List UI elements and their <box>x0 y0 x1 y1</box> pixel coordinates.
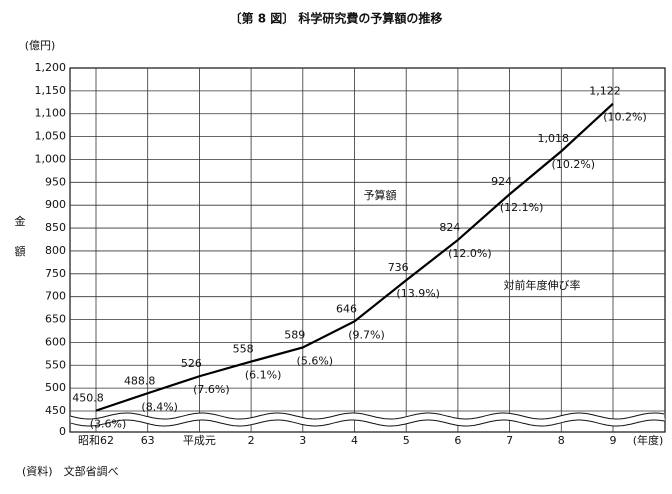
value-label: 924 <box>491 175 512 188</box>
growth-label: (3.6%) <box>90 418 127 431</box>
y-unit: (億円) <box>25 39 56 52</box>
y-tick-label: 1,150 <box>35 84 67 97</box>
x-tick-label: 昭和62 <box>78 434 114 447</box>
value-label: 824 <box>439 221 460 234</box>
y-tick-label: 800 <box>45 244 66 257</box>
y-tick-label: 1,100 <box>35 107 67 120</box>
plot-frame <box>69 67 666 433</box>
source: (資料) 文部省調べ <box>22 464 119 478</box>
value-label: 450.8 <box>72 392 104 405</box>
y-label: 金 <box>15 214 26 228</box>
value-label: 589 <box>284 328 305 341</box>
x-tick-label: 5 <box>403 434 410 447</box>
x-tick-label: 平成元 <box>183 434 216 447</box>
value-label: 488.8 <box>124 374 156 387</box>
axis-break <box>70 413 665 426</box>
y-tick-label: 950 <box>45 175 66 188</box>
line <box>95 102 614 412</box>
growth-label: (10.2%) <box>603 111 647 124</box>
x-tick-label: 9 <box>610 434 617 447</box>
axis-break <box>69 412 665 420</box>
y-tick-label: 700 <box>45 290 66 303</box>
y-tick-label: 500 <box>45 381 66 394</box>
x-unit: (年度) <box>633 433 664 447</box>
x-tick-label: 63 <box>141 434 155 447</box>
x-tick-label: 3 <box>299 434 306 447</box>
y-tick-label: 1,200 <box>35 61 67 74</box>
y-tick-label: 750 <box>45 267 66 280</box>
x-tick-label: 8 <box>558 434 565 447</box>
x-tick-label: 7 <box>506 434 513 447</box>
y-tick-label: 450 <box>45 404 66 417</box>
growth-label: (8.4%) <box>141 400 178 413</box>
value-label: 1,018 <box>538 132 570 145</box>
growth-label: (10.2%) <box>552 158 596 171</box>
value-label: 558 <box>233 343 254 356</box>
growth-label: (12.0%) <box>448 247 492 260</box>
y-tick-label: 850 <box>45 221 66 234</box>
chart-title: 〔第 8 図〕 科学研究費の予算額の推移 <box>230 11 443 26</box>
growth-label: (9.7%) <box>348 328 385 341</box>
annotation: 対前年度伸び率 <box>504 278 581 292</box>
y-tick-label: 1,050 <box>35 130 67 143</box>
annotation: 予算額 <box>364 188 397 202</box>
y-tick-label: 1,000 <box>35 152 67 165</box>
x-tick-label: 6 <box>454 434 461 447</box>
value-label: 646 <box>336 302 357 315</box>
axis-break <box>70 419 666 427</box>
growth-label: (7.6%) <box>193 383 230 396</box>
y-tick-label: 0 <box>59 425 66 438</box>
value-label: 1,122 <box>589 85 621 98</box>
y-label: 額 <box>15 245 26 258</box>
y-tick-label: 550 <box>45 358 66 371</box>
x-tick-label: 2 <box>248 434 255 447</box>
y-tick-label: 900 <box>45 198 66 211</box>
growth-label: (13.9%) <box>396 287 440 300</box>
y-tick-label: 650 <box>45 313 66 326</box>
growth-label: (5.6%) <box>297 354 334 367</box>
value-label: 736 <box>388 261 409 274</box>
y-tick-label: 600 <box>45 335 66 348</box>
growth-label: (6.1%) <box>245 369 282 382</box>
x-tick-label: 4 <box>351 434 358 447</box>
value-label: 526 <box>181 357 202 370</box>
growth-label: (12.1%) <box>500 201 544 214</box>
